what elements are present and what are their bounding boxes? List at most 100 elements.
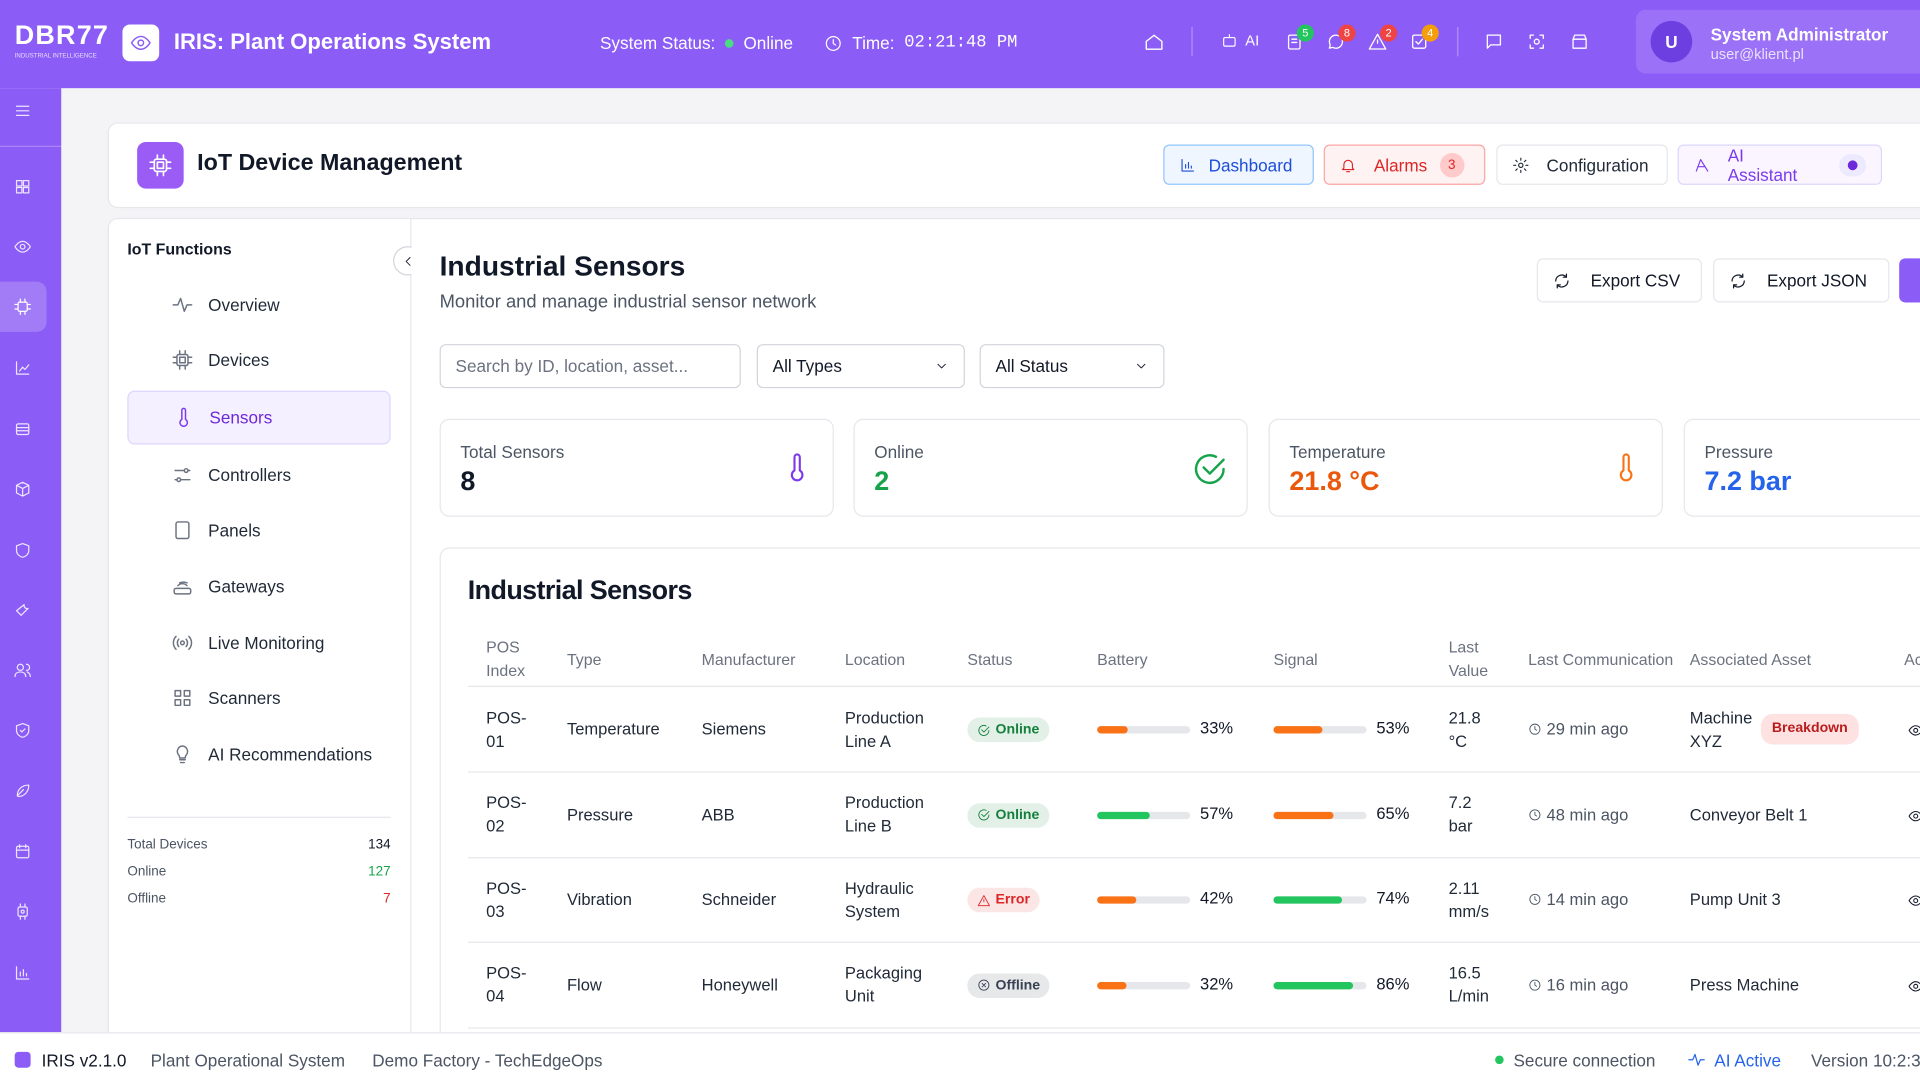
store-button[interactable]: [1570, 32, 1590, 58]
status-pill: Offline: [967, 972, 1050, 998]
nav-icon[interactable]: [13, 600, 31, 618]
search-input[interactable]: Search by ID, location, asset...: [439, 344, 741, 389]
nav-item[interactable]: Devices: [127, 333, 390, 387]
row-rule: [467, 856, 1920, 858]
nav-icon[interactable]: [13, 359, 31, 377]
nav-item[interactable]: AI Recommendations: [127, 727, 390, 781]
type: Temperature: [566, 720, 660, 739]
view-action[interactable]: [1908, 978, 1920, 1000]
toggle[interactable]: [1839, 153, 1867, 176]
time-value: 02:21:48 PM: [904, 33, 1018, 53]
ai-assistant-button[interactable]: AI Assistant: [1677, 144, 1883, 185]
pos: POS-01: [486, 708, 527, 751]
ai-button[interactable]: AI: [1221, 32, 1259, 49]
active-indicator: [0, 281, 47, 332]
clock-icon: [1529, 893, 1541, 905]
nav-item[interactable]: Gateways: [127, 560, 390, 614]
nav-label: AI Recommendations: [208, 744, 373, 765]
menu-toggle[interactable]: [13, 102, 31, 120]
tasks-button[interactable]: 4: [1409, 24, 1439, 58]
nav-item[interactable]: Panels: [127, 503, 390, 557]
bar-track: [1097, 981, 1191, 989]
configuration-button[interactable]: Configuration: [1496, 144, 1668, 185]
divider: [0, 145, 62, 147]
type-filter[interactable]: All Types: [756, 344, 965, 389]
nav-icon[interactable]: [13, 541, 31, 559]
nav-icon[interactable]: [13, 721, 31, 739]
nav-icon[interactable]: [13, 842, 31, 860]
system-status: System Status: Online: [600, 33, 793, 53]
manufacturer: Schneider: [701, 890, 777, 909]
clock-icon: [1529, 808, 1541, 820]
section-subtitle: Monitor and manage industrial sensor net…: [439, 291, 817, 313]
footer-version: IRIS v2.1.0: [41, 1050, 127, 1071]
location: Production Line A: [844, 708, 924, 751]
nav-icon[interactable]: [13, 480, 31, 498]
nav-icon[interactable]: [13, 238, 31, 256]
alarms-button[interactable]: Alarms 3: [1323, 144, 1486, 185]
status-filter[interactable]: All Status: [979, 344, 1165, 389]
status-icon: [978, 979, 990, 991]
signal-bar: [1273, 726, 1323, 734]
view-action[interactable]: [1908, 893, 1920, 915]
page-title: IoT Device Management: [197, 150, 463, 177]
nav-icon[interactable]: [13, 661, 31, 679]
status-pill: Online: [967, 717, 1050, 743]
nav-icon[interactable]: [13, 420, 31, 438]
home-button[interactable]: [1144, 32, 1165, 59]
divider: [1457, 26, 1459, 57]
select-label: All Types: [772, 356, 842, 376]
ai-label: AI: [1245, 31, 1260, 49]
signal-bar: [1273, 981, 1354, 989]
manufacturer: Siemens: [701, 720, 766, 739]
chat-button[interactable]: [1484, 32, 1504, 58]
nav-icon[interactable]: [13, 298, 31, 316]
time-label: Time:: [852, 33, 895, 53]
nav-item-active[interactable]: Sensors: [127, 390, 391, 445]
footer-site: Demo Factory - TechEdgeOps: [372, 1050, 603, 1071]
last-value: 7.2 bar: [1448, 793, 1473, 836]
nav-label: Sensors: [209, 407, 273, 428]
export-csv-button[interactable]: Export CSV: [1536, 258, 1703, 303]
status-icon: [977, 894, 990, 906]
messages-button[interactable]: 8: [1326, 24, 1356, 58]
battery-label: 32%: [1200, 974, 1234, 993]
user-avatar: U: [1650, 20, 1693, 63]
stat-value: 7: [383, 891, 391, 907]
stat-card: Temperature 21.8 °C: [1268, 418, 1663, 517]
export-json-button[interactable]: Export JSON: [1713, 258, 1890, 303]
nav-icon[interactable]: [13, 781, 31, 799]
select-label: All Status: [995, 356, 1068, 376]
nav-item[interactable]: Live Monitoring: [127, 616, 390, 670]
nav-item[interactable]: Controllers: [127, 448, 390, 502]
view-action[interactable]: [1908, 808, 1920, 830]
nav-label: Devices: [208, 350, 270, 370]
signal-bar: [1273, 811, 1334, 819]
column-header: Type: [566, 649, 602, 668]
dashboard-button[interactable]: Dashboard: [1163, 144, 1314, 185]
card-value: 21.8 °C: [1289, 465, 1380, 496]
nav-label: Live Monitoring: [208, 633, 325, 653]
nav-icon[interactable]: [13, 902, 31, 920]
add-button[interactable]: [1899, 258, 1920, 303]
secure-dot: [1495, 1055, 1504, 1065]
status-label: Online: [995, 722, 1040, 738]
status-pill: Online: [967, 802, 1050, 828]
nav-item[interactable]: Overview: [127, 278, 390, 332]
nav-item[interactable]: Scanners: [127, 671, 390, 725]
battery-label: 42%: [1200, 888, 1234, 908]
alerts-button[interactable]: 2: [1368, 24, 1398, 58]
eye-icon: [1908, 725, 1920, 736]
signal-label: 86%: [1376, 974, 1410, 993]
nav-icon[interactable]: [13, 964, 31, 982]
footer-logo: [14, 1051, 31, 1068]
placeholder: Search by ID, location, asset...: [455, 356, 689, 376]
app-title: IRIS: Plant Operations System: [173, 29, 492, 54]
nav-icon[interactable]: [13, 178, 31, 196]
view-action[interactable]: [1908, 722, 1920, 744]
column-header: Status: [967, 649, 1013, 668]
stat-value: 127: [368, 864, 391, 880]
notif-button[interactable]: 5: [1284, 24, 1314, 58]
header-icon: [137, 142, 184, 189]
scan-button[interactable]: [1527, 32, 1547, 58]
